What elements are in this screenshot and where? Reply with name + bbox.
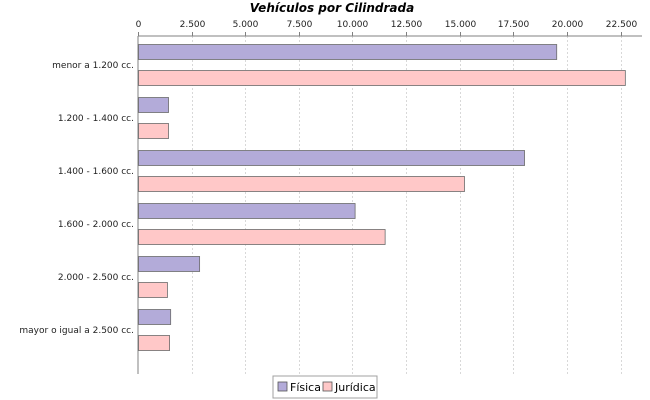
category-labels: menor a 1.200 cc. 1.200 - 1.400 cc. 1.400 … xyxy=(19,61,134,336)
legend-swatch-juridica xyxy=(322,381,333,392)
category-label: menor a 1.200 cc. xyxy=(52,61,134,71)
bar-fisica-mayor-o-igual-a-2-500-cc xyxy=(138,309,172,325)
x-tick-label: 10.000 xyxy=(337,20,369,30)
x-tick-label: 5.000 xyxy=(233,20,259,30)
legend-label-fisica: Física xyxy=(290,381,321,394)
bar-fisica-1-600-2-000-cc xyxy=(138,203,356,219)
bar-juridica-2-000-2-500-cc xyxy=(138,282,168,298)
legend-swatch-fisica xyxy=(277,381,288,392)
x-tick-label: 22.500 xyxy=(606,20,638,30)
bar-juridica-1-600-2-000-cc xyxy=(138,229,386,245)
bar-fisica-menor-a-1-200-cc xyxy=(138,44,558,60)
bar-fisica-1-400-1-600-cc xyxy=(138,150,525,166)
grid-lines xyxy=(192,36,622,374)
x-tick-label: 15.000 xyxy=(445,20,477,30)
x-axis: 0 2.500 5.000 7.500 10.000 12.500 15.000 17.500… xyxy=(136,20,642,374)
x-tick-label: 20.000 xyxy=(552,20,584,30)
bars xyxy=(138,44,626,351)
category-label: 1.600 - 2.000 cc. xyxy=(58,220,134,230)
x-tick-label: 2.500 xyxy=(180,20,206,30)
chart-title: Vehículos por Cilindrada xyxy=(250,1,414,15)
category-label: 1.200 - 1.400 cc. xyxy=(58,114,134,124)
legend: Física Jurídica xyxy=(272,375,378,399)
bar-fisica-2-000-2-500-cc xyxy=(138,256,201,272)
bar-juridica-1-400-1-600-cc xyxy=(138,176,465,192)
category-label: 2.000 - 2.500 cc. xyxy=(58,273,134,283)
legend-label-juridica: Jurídica xyxy=(334,381,376,394)
bar-juridica-menor-a-1-200-cc xyxy=(138,70,626,86)
x-tick-label: 17.500 xyxy=(498,20,530,30)
bar-juridica-1-200-1-400-cc xyxy=(138,123,169,139)
x-tick-label: 0 xyxy=(136,20,142,30)
x-tick-label: 12.500 xyxy=(391,20,423,30)
category-label: 1.400 - 1.600 cc. xyxy=(58,167,134,177)
x-tick-label: 7.500 xyxy=(287,20,313,30)
bar-juridica-mayor-o-igual-a-2-500-cc xyxy=(138,335,170,351)
category-label: mayor o igual a 2.500 cc. xyxy=(19,326,134,336)
bar-fisica-1-200-1-400-cc xyxy=(138,97,169,113)
